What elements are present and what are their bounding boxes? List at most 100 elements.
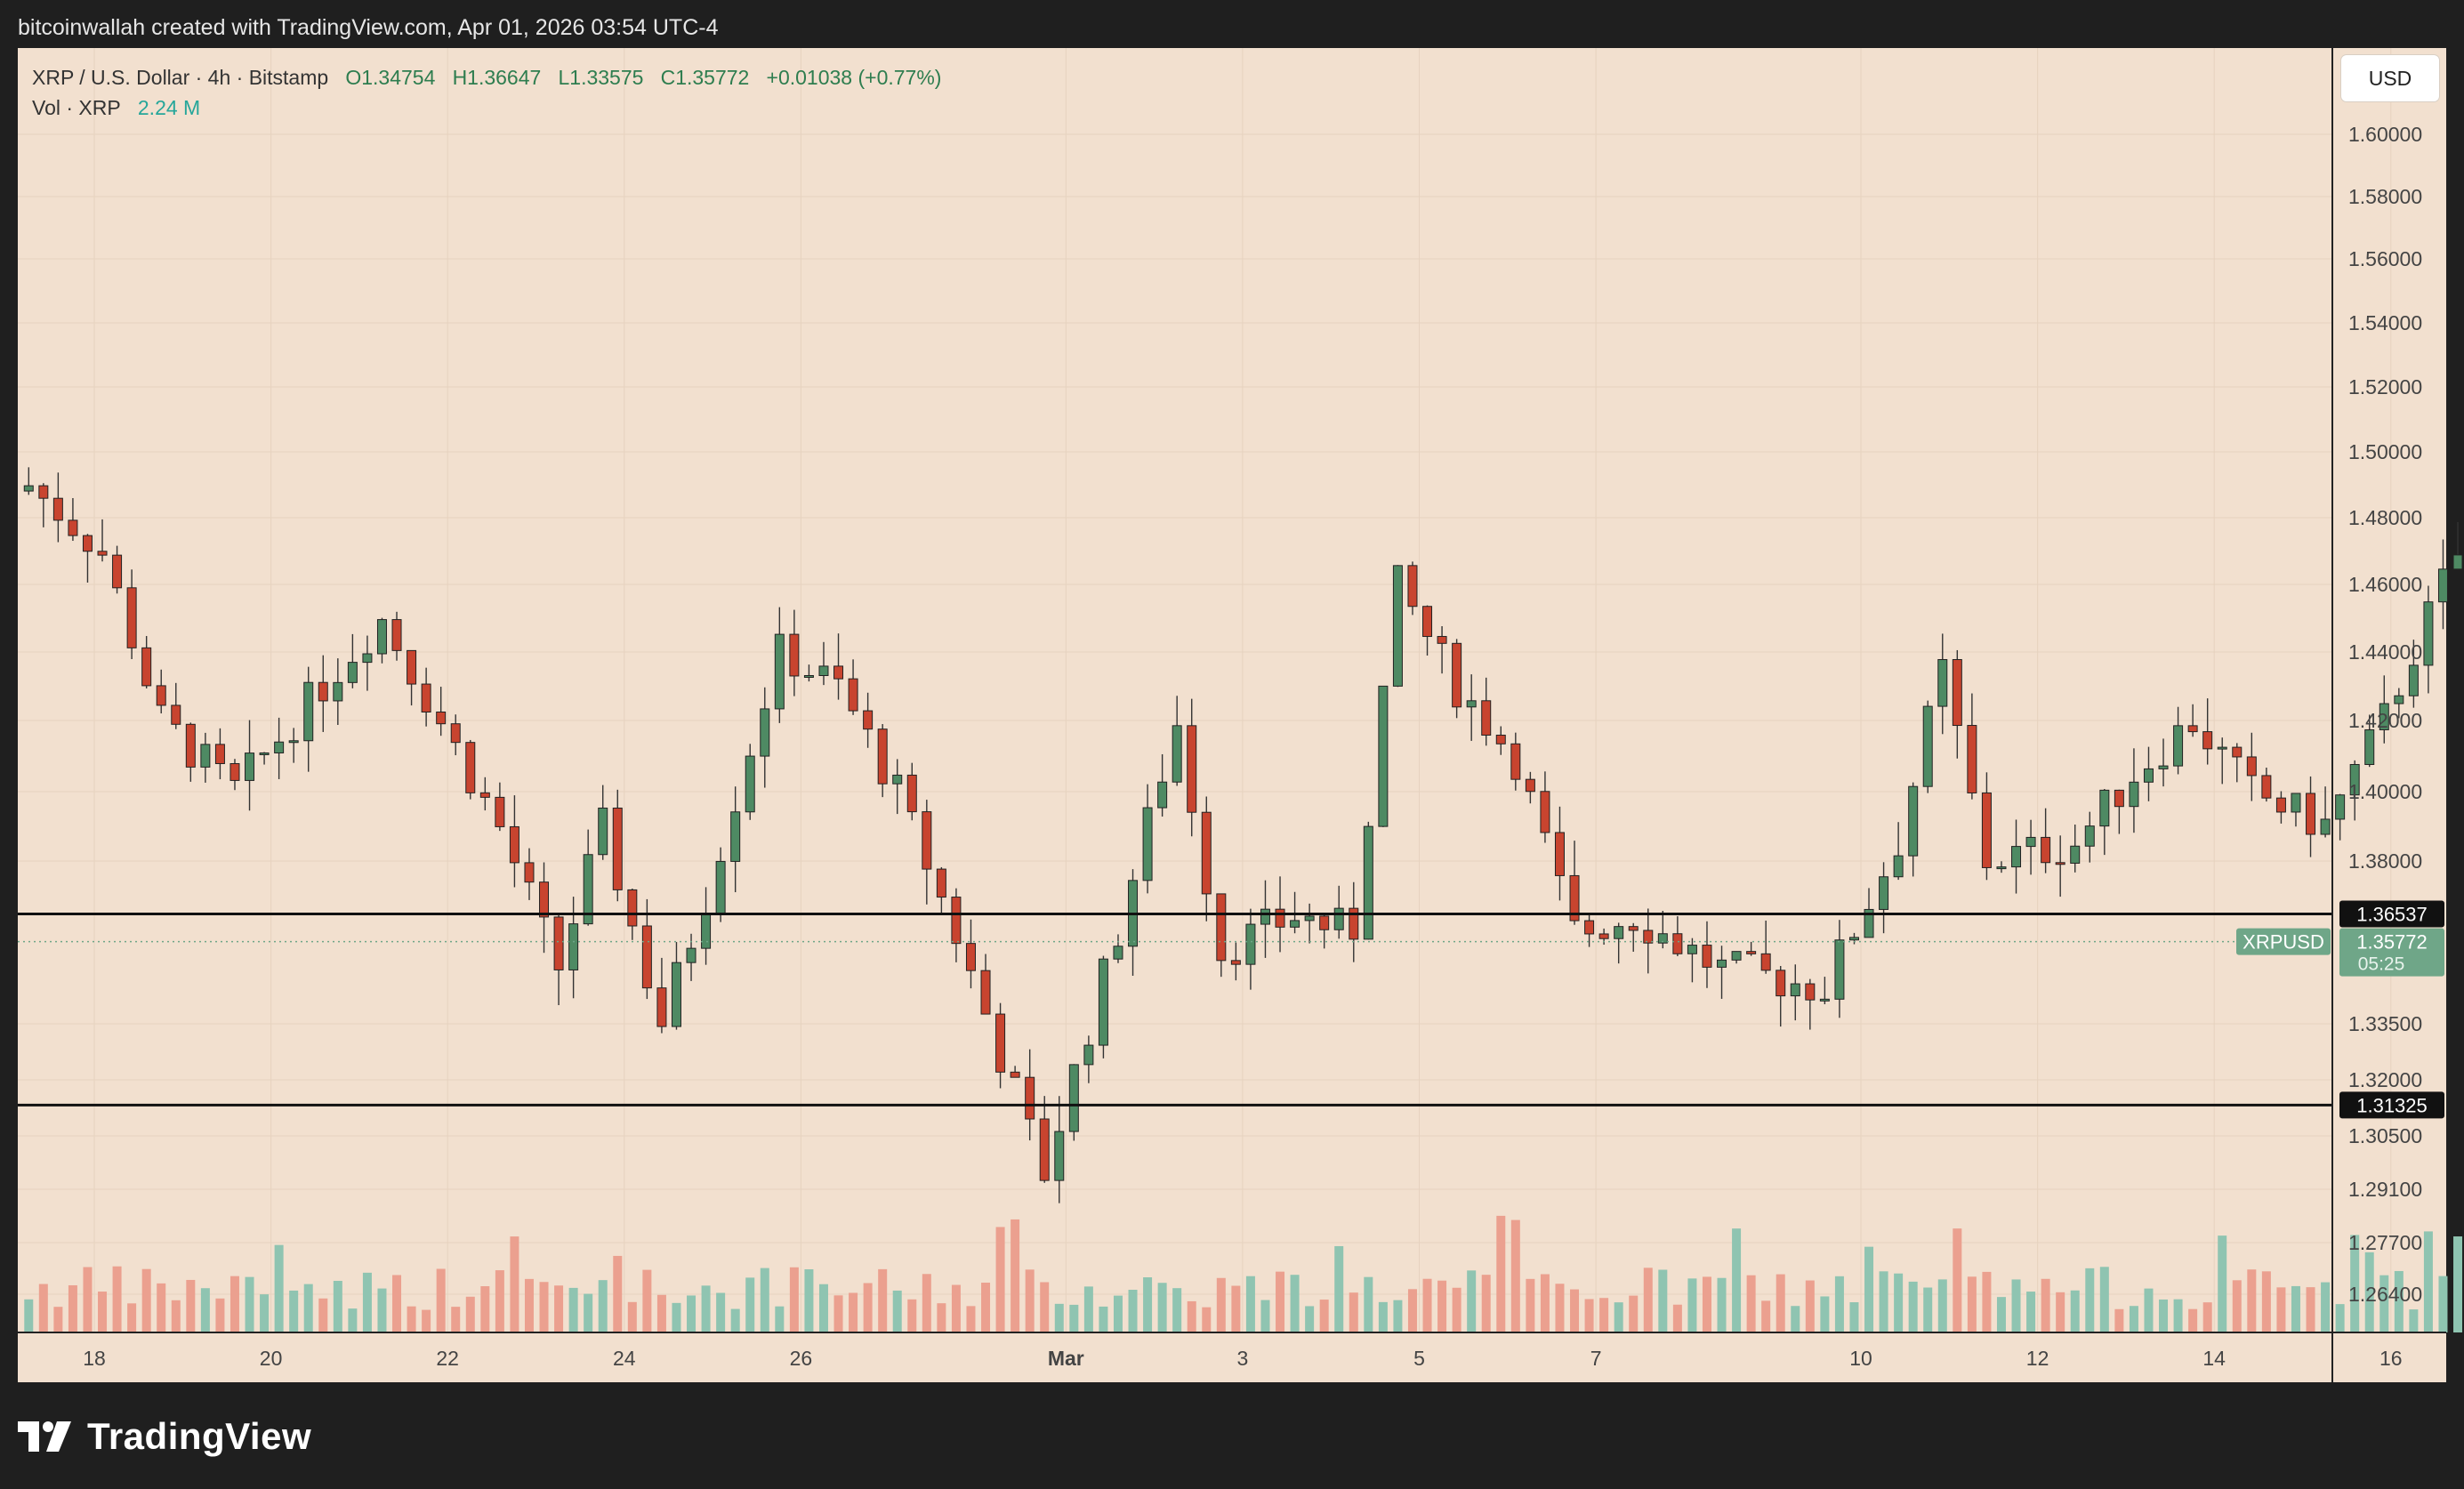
candle-down [1452,642,1462,708]
level-tag [2339,1091,2444,1119]
candle-up [333,681,343,702]
candle-down [509,825,519,864]
candle-down [1643,930,1654,944]
candle-up [2099,789,2110,827]
price-axis[interactable]: 1.26400 1.27700 1.29100 1.30500 1.32000 1.335… [2348,123,2422,1306]
candle-up [701,914,712,949]
volume-bar-down [1555,1284,1565,1332]
volume-bar-down [878,1268,888,1332]
candle-up [2011,846,2022,868]
volume-bar-up [1143,1277,1153,1332]
candle-down [641,925,652,989]
volume-bar-up [1467,1270,1477,1332]
tradingview-brand: TradingView [87,1415,312,1457]
volume-bar-down [789,1267,799,1332]
candle-up [2335,794,2346,820]
volume-bar-up [24,1299,34,1332]
candle-down [965,943,976,971]
volume-bar-up [1128,1289,1138,1332]
time-axis[interactable]: 1820222426Mar3571012141618202224262830Ap… [83,1347,2464,1370]
price-tick-label: 1.58000 [2348,185,2422,208]
legend-open: O1.34754 [345,66,436,89]
tradingview-logo[interactable]: TradingView [18,1410,311,1463]
candle-down [863,710,874,730]
candle-down [1569,874,1580,922]
price-tick-label: 1.32000 [2348,1068,2422,1091]
candle-down [2055,862,2065,865]
candle-up [2364,728,2375,765]
volume-bar-down [1599,1298,1609,1332]
candle-up [892,774,903,785]
volume-bar-down [98,1292,108,1332]
volume-bar-down [38,1284,48,1332]
volume-bar-down [1953,1228,1962,1332]
volume-bar-up [1334,1245,1344,1332]
volume-bar-down [68,1284,77,1332]
volume-bar-up [2218,1235,2227,1332]
volume-bar-up [1378,1301,1388,1332]
candle-up [1083,1044,1094,1066]
candle-down [229,762,240,781]
horizontal-levels[interactable] [18,912,2332,1107]
candle-up [1790,983,1800,997]
volume-bar-up [377,1288,387,1332]
candle-down [1584,920,1595,935]
candle-down [1510,743,1521,780]
volume-bar-down [1746,1275,1756,1332]
time-tick-label: 3 [1237,1347,1249,1370]
candle-up [2437,568,2448,603]
volume-bar-up [362,1272,372,1332]
level-tag-label: 1.31325 [2356,1094,2428,1116]
volume-bar-down [495,1270,504,1332]
volume-bar-down [392,1275,402,1332]
candle-up [1879,876,1889,910]
volume-bar-up [1364,1276,1373,1332]
volume-bar-up [333,1280,342,1332]
volume-bar-down [1570,1289,1580,1332]
volume-bar-up [1113,1295,1123,1332]
volume-bar-up [2144,1288,2154,1332]
candle-up [2129,781,2139,808]
volume-bar-down [1761,1300,1771,1332]
candle-up [288,740,299,744]
volume-bar-up [672,1302,681,1332]
volume-bar-down [1407,1289,1417,1332]
candle-up [686,947,697,963]
candle-down [421,683,431,712]
candle-down [391,619,402,651]
volume-bar-up [245,1276,254,1332]
volume-bar-down [1040,1282,1050,1332]
currency-button[interactable]: USD [2341,55,2439,101]
candle-down [1230,960,1241,965]
candle-down [1981,792,1992,868]
volume-bar-down [1526,1278,1535,1332]
candle-up [2143,768,2154,783]
volume-bar-up [1054,1303,1064,1332]
candle-down [214,744,225,764]
candle-up [1731,951,1742,961]
volume-bar-down [2232,1280,2242,1332]
candle-up [1068,1064,1079,1132]
candle-up [1378,685,1389,827]
price-tick-label: 1.50000 [2348,440,2422,463]
candle-up [259,752,270,755]
volume-bar-up [1864,1246,1874,1332]
grid-lines [18,48,2392,1332]
candle-down [2232,746,2243,758]
volume-bar-up [2291,1285,2300,1332]
candlesticks [23,467,2463,1203]
volume-bar-up [303,1284,313,1332]
legend-change: +0.01038 (+0.77%) [766,66,942,89]
candle-up [1392,565,1403,687]
candle-down [407,649,417,685]
candle-up [2394,695,2404,704]
volume-bar-down [2041,1278,2050,1332]
volume-bar-up [2011,1279,2021,1332]
candle-down [1025,1076,1035,1120]
volume-bar-down [981,1283,991,1332]
volume-bar-up [1937,1279,1947,1332]
candle-down [1275,908,1285,928]
volume-bar-up [2173,1299,2183,1332]
candle-down [1422,606,1433,638]
